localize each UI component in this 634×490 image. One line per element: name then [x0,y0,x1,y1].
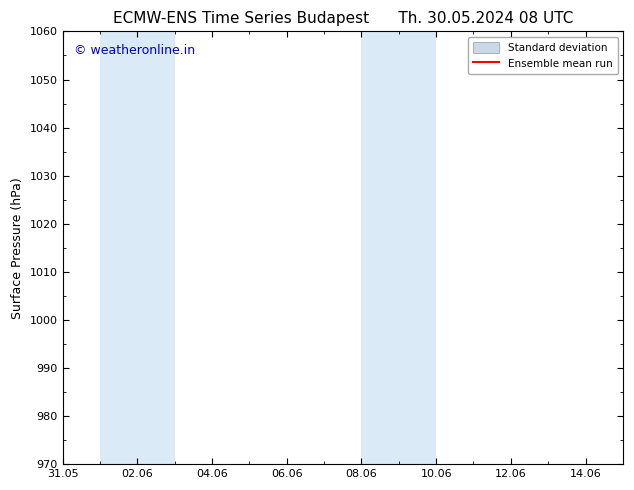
Bar [361,31,399,464]
Legend: Standard deviation, Ensemble mean run: Standard deviation, Ensemble mean run [468,37,618,74]
Bar [100,31,138,464]
Bar [138,31,175,464]
Title: ECMW-ENS Time Series Budapest      Th. 30.05.2024 08 UTC: ECMW-ENS Time Series Budapest Th. 30.05.… [113,11,573,26]
Text: © weatheronline.in: © weatheronline.in [74,45,195,57]
Y-axis label: Surface Pressure (hPa): Surface Pressure (hPa) [11,177,24,318]
Bar [399,31,436,464]
